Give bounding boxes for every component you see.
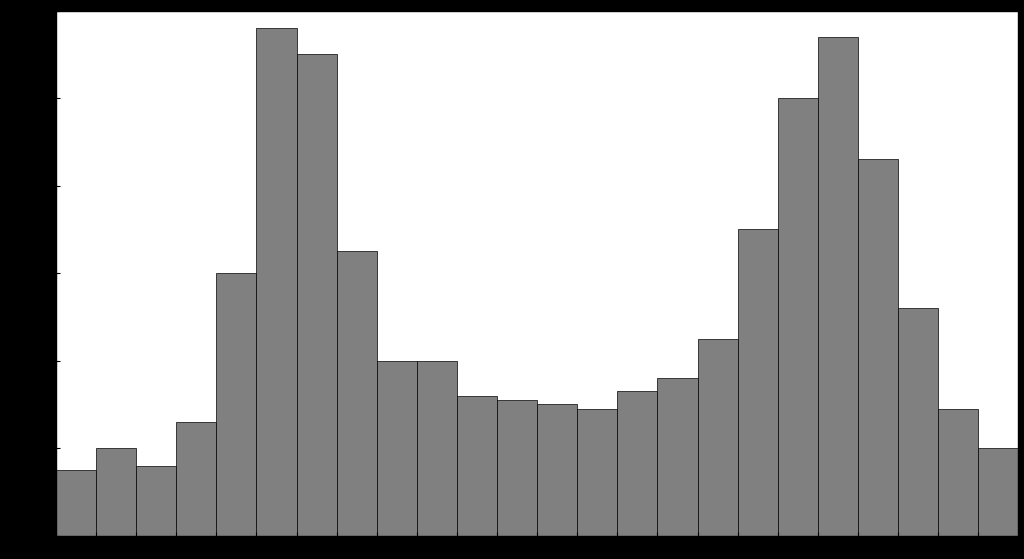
Bar xyxy=(978,448,1019,536)
Bar xyxy=(457,396,497,536)
Bar xyxy=(778,98,818,536)
Bar xyxy=(96,448,136,536)
Bar xyxy=(136,466,176,536)
Bar xyxy=(737,229,778,536)
Bar xyxy=(697,339,737,536)
Bar xyxy=(377,361,417,536)
Bar xyxy=(858,159,898,536)
Bar xyxy=(216,273,256,536)
Bar xyxy=(818,37,858,536)
Bar xyxy=(297,54,337,536)
Bar xyxy=(938,409,978,536)
Bar xyxy=(337,251,377,536)
Y-axis label: Antall målinger: Antall målinger xyxy=(5,220,22,326)
Bar xyxy=(497,400,538,536)
Bar xyxy=(538,404,578,536)
Bar xyxy=(176,422,216,536)
Bar xyxy=(898,308,938,536)
Bar xyxy=(417,361,457,536)
Bar xyxy=(256,28,297,536)
Bar xyxy=(617,391,657,536)
Bar xyxy=(56,470,96,536)
Bar xyxy=(657,378,697,536)
Bar xyxy=(578,409,617,536)
